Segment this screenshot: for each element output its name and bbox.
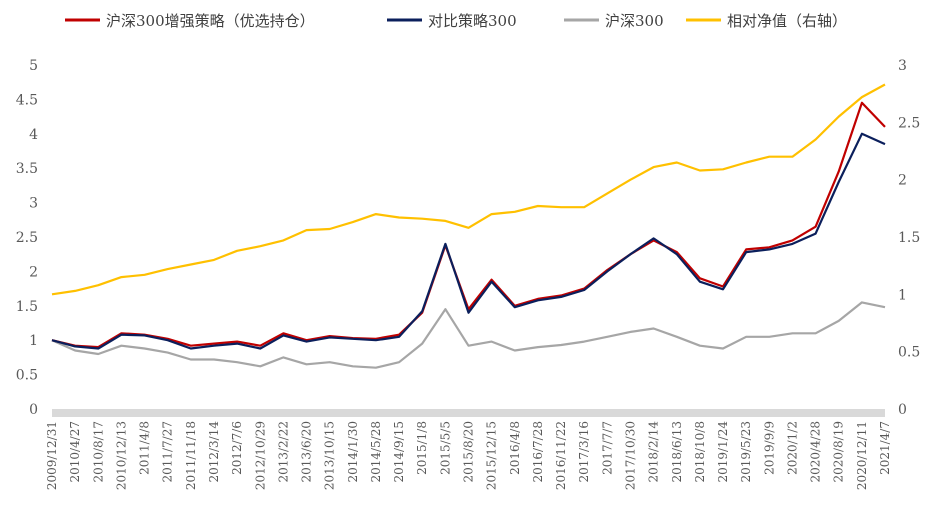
y-right-tick-label: 3: [898, 58, 907, 74]
x-tick-label: 2010/8/17: [91, 421, 105, 483]
y-left-tick-label: 4: [29, 127, 38, 143]
legend-label-relative-nav: 相对净值（右轴）: [727, 12, 847, 30]
x-tick-label: 2014/1/30: [346, 421, 360, 483]
x-tick-label: 2011/4/8: [138, 421, 152, 475]
x-tick-label: 2018/6/13: [670, 421, 684, 483]
y-left-tick-label: 3: [29, 196, 38, 212]
y-left-tick-label: 1: [29, 333, 38, 349]
y-axis-right: 0 0.5 1 1.5 2 2.5 3: [898, 58, 920, 418]
y-left-tick-label: 0.5: [16, 368, 38, 384]
x-tick-label: 2016/11/22: [554, 421, 568, 490]
x-tick-label: 2021/4/7: [878, 421, 892, 475]
x-tick-label: 2015/5/5: [438, 421, 452, 475]
x-tick-label: 2011/11/18: [184, 421, 198, 490]
x-tick-label: 2017/7/7: [600, 421, 614, 475]
x-axis: 2009/12/31 2010/4/27 2010/8/17 2010/12/13 20…: [45, 421, 892, 491]
y-left-tick-label: 1.5: [16, 299, 38, 315]
x-tick-label: 2011/7/27: [161, 421, 175, 483]
x-tick-label: 2018/2/14: [647, 421, 661, 483]
x-tick-label: 2015/12/15: [485, 421, 499, 490]
x-tick-label: 2019/9/9: [762, 421, 776, 475]
y-right-tick-label: 2: [898, 173, 907, 189]
x-tick-label: 2013/10/15: [323, 421, 337, 490]
x-tick-label: 2012/7/6: [230, 421, 244, 475]
y-axis-left: 0 0.5 1 1.5 2 2.5 3 3.5 4 4.5 5: [16, 58, 38, 418]
y-right-tick-label: 2.5: [898, 115, 920, 131]
x-tick-label: 2012/3/14: [207, 421, 221, 483]
x-tick-label: 2016/4/8: [508, 421, 522, 475]
x-tick-label: 2020/1/2: [785, 421, 799, 475]
x-tick-label: 2020/4/28: [809, 421, 823, 483]
x-tick-label: 2018/10/8: [693, 421, 707, 483]
y-left-tick-label: 2.5: [16, 230, 38, 246]
y-right-tick-label: 1.5: [898, 230, 920, 246]
x-axis-band: [52, 409, 885, 417]
y-left-tick-label: 4.5: [16, 92, 38, 108]
y-left-tick-label: 5: [29, 58, 38, 74]
legend-label-enhanced: 沪深300增强策略（优选持仓）: [106, 12, 315, 30]
y-right-tick-label: 0.5: [898, 345, 920, 361]
y-left-tick-label: 3.5: [16, 161, 38, 177]
y-left-tick-label: 0: [29, 402, 38, 418]
x-tick-label: 2010/4/27: [68, 421, 82, 483]
x-tick-label: 2019/5/23: [739, 421, 753, 483]
y-right-tick-label: 0: [898, 402, 907, 418]
x-tick-label: 2019/1/24: [716, 421, 730, 483]
y-right-tick-label: 1: [898, 287, 907, 303]
x-tick-label: 2014/5/28: [369, 421, 383, 483]
legend-label-csi300: 沪深300: [605, 12, 664, 30]
series-line-2: [51, 301, 886, 369]
x-tick-label: 2013/2/22: [276, 421, 290, 483]
x-tick-label: 2012/10/29: [253, 421, 267, 490]
y-left-tick-label: 2: [29, 264, 38, 280]
x-tick-label: 2010/12/13: [114, 421, 128, 490]
x-tick-label: 2017/3/16: [577, 421, 591, 483]
series-line-1: [51, 132, 886, 350]
x-tick-label: 2020/8/19: [832, 421, 846, 483]
x-tick-label: 2014/9/15: [392, 421, 406, 483]
x-tick-label: 2013/6/20: [300, 421, 314, 483]
x-tick-label: 2017/10/30: [623, 421, 637, 490]
x-tick-label: 2015/1/8: [415, 421, 429, 475]
x-tick-label: 2015/8/20: [462, 421, 476, 483]
x-tick-label: 2009/12/31: [45, 421, 59, 490]
legend-label-benchmark-strategy: 对比策略300: [428, 12, 517, 30]
series-layer: [51, 83, 886, 369]
legend: 沪深300增强策略（优选持仓） 对比策略300 沪深300 相对净值（右轴）: [65, 12, 847, 30]
x-tick-label: 2016/7/28: [531, 421, 545, 483]
x-tick-label: 2020/12/11: [855, 421, 869, 490]
series-line-0: [51, 101, 886, 349]
series-line-3: [51, 83, 886, 296]
